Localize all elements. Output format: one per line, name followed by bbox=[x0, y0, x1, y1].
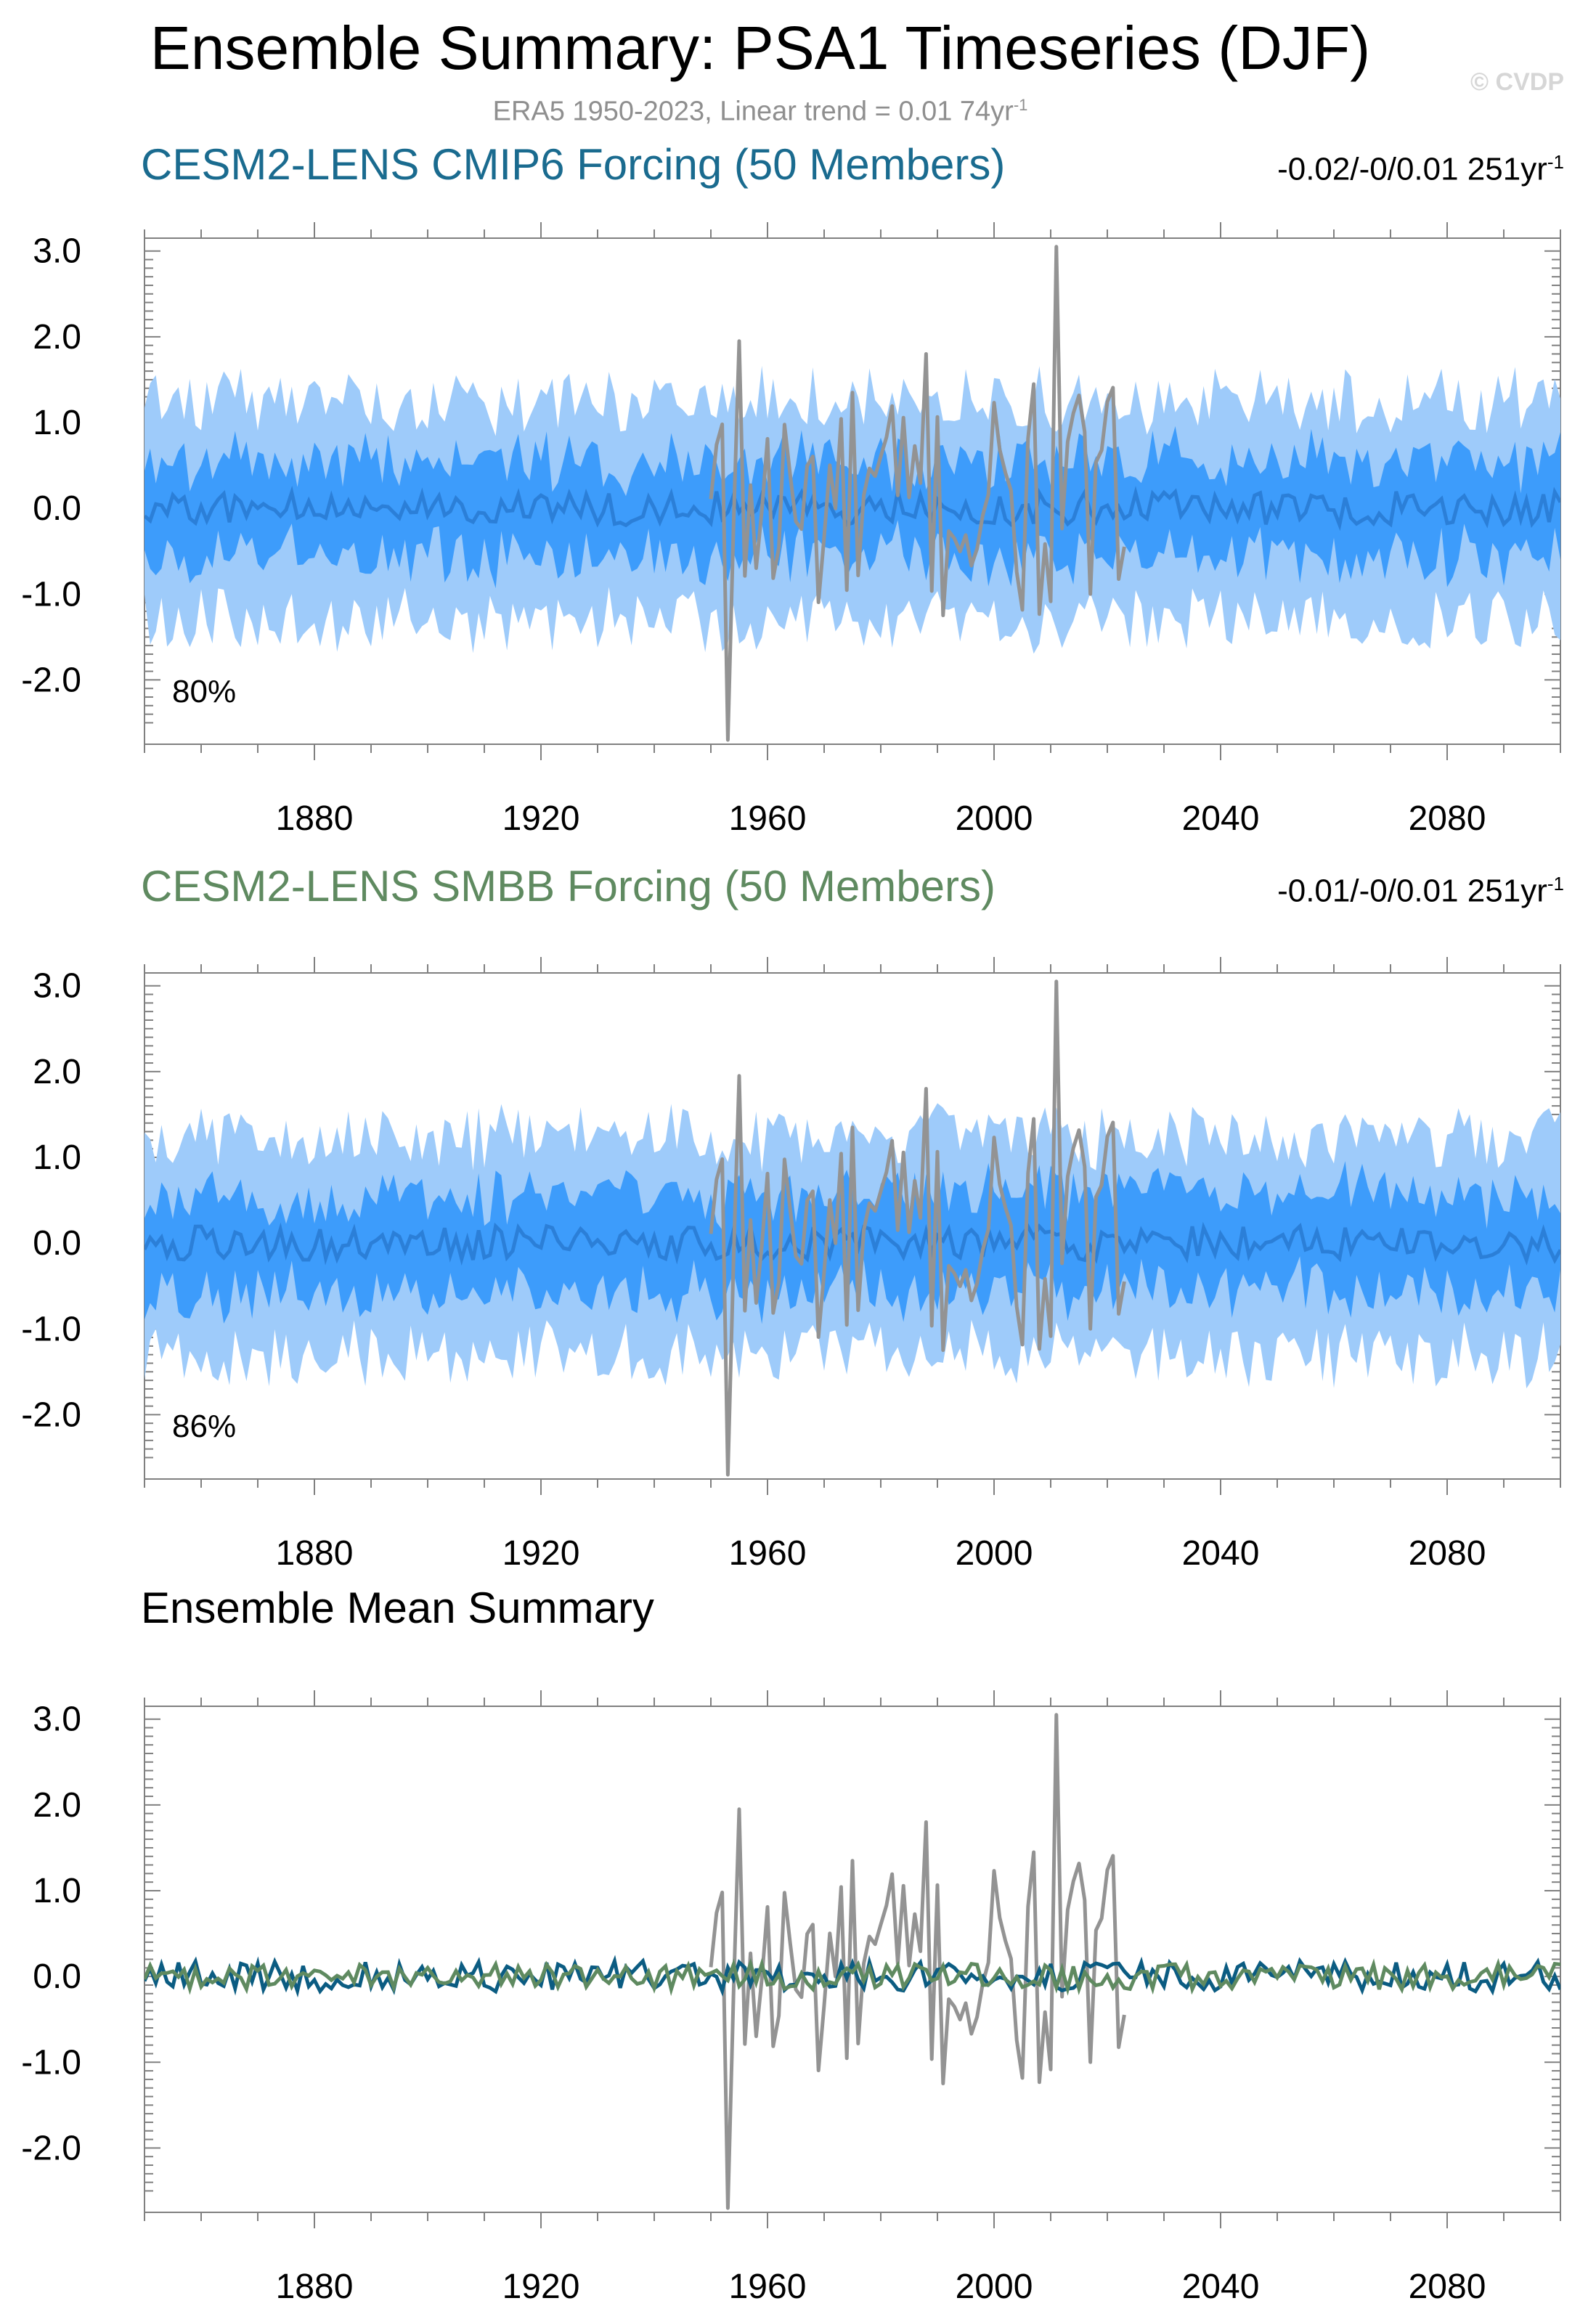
plot-area bbox=[144, 245, 1560, 742]
panel3-plot: -2.0 -1.0 0.0 1.0 2.0 3.0 1880 1920 1960 2000 2040… bbox=[21, 1690, 1561, 2306]
y-tick-label: -2.0 bbox=[21, 661, 81, 699]
panel1-trend: -0.02/-0/0.01 251yr-1 bbox=[1277, 151, 1564, 188]
panel2-title: CESM2-LENS SMBB Forcing (50 Members) bbox=[141, 862, 996, 910]
x-tick-label: 1920 bbox=[502, 2268, 580, 2306]
ensemble-median-line bbox=[144, 1220, 1560, 1266]
y-tick-label: 1.0 bbox=[33, 404, 81, 442]
panel2-trend-text: -0.01/-0/0.01 251yr bbox=[1277, 873, 1547, 909]
plot-area bbox=[144, 1713, 1560, 2210]
y-tick-label: -2.0 bbox=[21, 1396, 81, 1434]
x-tick-label: 1880 bbox=[276, 799, 354, 838]
panel2-plot: -2.0 -1.0 0.0 1.0 2.0 3.0 1880 1920 1960 2000 2040… bbox=[21, 957, 1561, 1573]
x-tick-label: 2080 bbox=[1409, 799, 1486, 838]
panel1-plot: -2.0 -1.0 0.0 1.0 2.0 3.0 1880 1920 1960 2000 2040… bbox=[21, 222, 1561, 838]
x-tick-label: 1920 bbox=[502, 799, 580, 838]
subtitle-text: ERA5 1950-2023, Linear trend = 0.01 74yr bbox=[492, 96, 1014, 127]
subtitle-sup: -1 bbox=[1013, 96, 1028, 114]
ensemble-median-line bbox=[144, 485, 1560, 531]
watermark: © CVDP bbox=[1470, 68, 1564, 96]
x-tick-label: 1880 bbox=[276, 1534, 354, 1573]
y-tick-label: 0.0 bbox=[33, 489, 81, 528]
y-tick-label: 2.0 bbox=[33, 1053, 81, 1091]
y-tick-label: 1.0 bbox=[33, 1872, 81, 1910]
x-tick-label: 1880 bbox=[276, 2268, 354, 2306]
panel2-trend-sup: -1 bbox=[1547, 873, 1564, 895]
era5-obs-line bbox=[709, 979, 1126, 1477]
subtitle: ERA5 1950-2023, Linear trend = 0.01 74yr… bbox=[0, 96, 1520, 128]
x-tick-label: 2040 bbox=[1182, 799, 1260, 838]
panel1-trend-sup: -1 bbox=[1547, 151, 1564, 173]
x-tick-label: 2000 bbox=[956, 2268, 1033, 2306]
smbb-mean-line bbox=[144, 1957, 1560, 1997]
main-title: Ensemble Summary: PSA1 Timeseries (DJF) bbox=[150, 14, 1371, 82]
y-tick-label: -1.0 bbox=[21, 2043, 81, 2082]
inner-range-band bbox=[144, 1161, 1560, 1324]
panel3-title: Ensemble Mean Summary bbox=[141, 1584, 654, 1632]
y-tick-label: 3.0 bbox=[33, 232, 81, 271]
y-tick-label: 1.0 bbox=[33, 1138, 81, 1177]
era5-obs-line bbox=[709, 1713, 1126, 2210]
x-tick-label: 1920 bbox=[502, 1534, 580, 1573]
panel1-trend-text: -0.02/-0/0.01 251yr bbox=[1277, 151, 1547, 187]
era5-obs-line bbox=[709, 245, 1126, 742]
percent-label: 86% bbox=[172, 1409, 236, 1444]
cmip6-mean-line bbox=[144, 1955, 1560, 1998]
x-tick-label: 1960 bbox=[729, 1534, 807, 1573]
y-tick-label: 0.0 bbox=[33, 1224, 81, 1263]
y-tick-label: 2.0 bbox=[33, 1786, 81, 1825]
x-tick-label: 1960 bbox=[729, 2268, 807, 2306]
y-tick-label: 3.0 bbox=[33, 1700, 81, 1739]
x-tick-label: 2040 bbox=[1182, 2268, 1260, 2306]
panel2-trend: -0.01/-0/0.01 251yr-1 bbox=[1277, 873, 1564, 910]
panel1-title: CESM2-LENS CMIP6 Forcing (50 Members) bbox=[141, 140, 1006, 189]
x-tick-label: 2040 bbox=[1182, 1534, 1260, 1573]
inner-range-band bbox=[144, 426, 1560, 589]
x-tick-label: 2000 bbox=[956, 1534, 1033, 1573]
x-tick-label: 2080 bbox=[1409, 2268, 1486, 2306]
plot-area bbox=[144, 979, 1560, 1477]
y-tick-label: 2.0 bbox=[33, 318, 81, 357]
y-tick-label: -2.0 bbox=[21, 2129, 81, 2167]
y-tick-label: 0.0 bbox=[33, 1957, 81, 1996]
x-tick-label: 1960 bbox=[729, 799, 807, 838]
x-tick-label: 2000 bbox=[956, 799, 1033, 838]
y-tick-label: -1.0 bbox=[21, 575, 81, 614]
x-tick-label: 2080 bbox=[1409, 1534, 1486, 1573]
percent-label: 80% bbox=[172, 674, 236, 709]
y-tick-label: 3.0 bbox=[33, 967, 81, 1006]
y-tick-label: -1.0 bbox=[21, 1310, 81, 1348]
